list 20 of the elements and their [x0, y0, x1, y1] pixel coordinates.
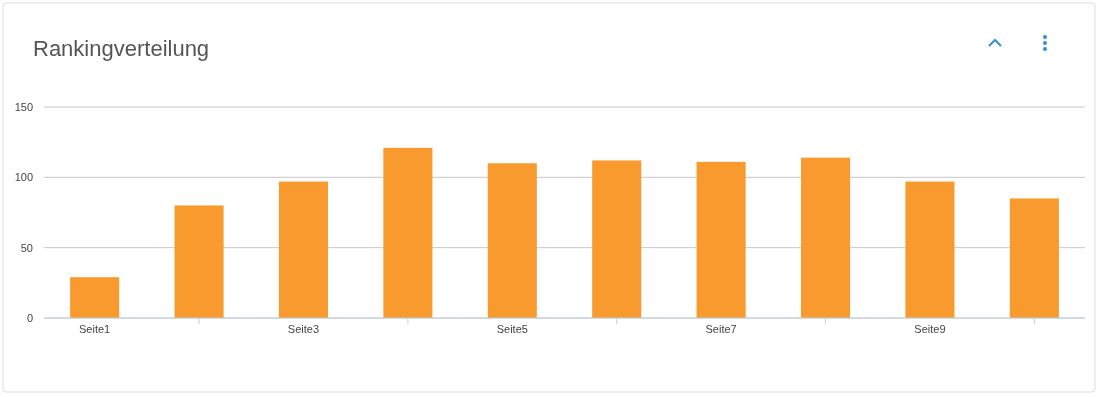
chart-title: Rankingverteilung	[33, 36, 210, 61]
bar	[70, 277, 120, 318]
x-tick-label: Seite9	[914, 323, 946, 335]
bar	[383, 147, 433, 318]
bar	[1009, 198, 1059, 318]
bar	[592, 160, 642, 318]
x-tick-label: Seite5	[496, 323, 528, 335]
bar	[801, 157, 851, 318]
x-tick-label: Seite3	[287, 323, 320, 335]
x-tick-label: Seite1	[79, 323, 111, 335]
bar	[696, 161, 746, 318]
bar	[174, 205, 224, 318]
bar	[905, 181, 955, 318]
y-tick-label: 100	[14, 171, 33, 184]
y-tick-label: 150	[14, 101, 33, 113]
x-tick-label: Seite7	[705, 323, 737, 335]
y-tick-label: 0	[26, 312, 33, 324]
y-tick-label: 50	[20, 241, 33, 254]
bar	[278, 181, 328, 318]
bar	[487, 163, 537, 318]
